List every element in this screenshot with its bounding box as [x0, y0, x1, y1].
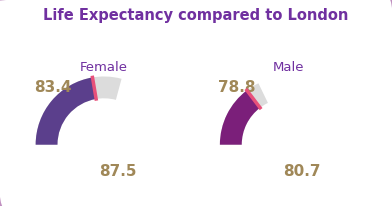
- Wedge shape: [220, 91, 260, 145]
- Wedge shape: [220, 84, 268, 145]
- Wedge shape: [36, 78, 96, 145]
- Text: Female: Female: [80, 60, 128, 73]
- Text: 83.4: 83.4: [34, 80, 71, 95]
- Text: 78.8: 78.8: [218, 80, 256, 95]
- Text: 80.7: 80.7: [283, 163, 321, 178]
- Text: Life Expectancy compared to London: Life Expectancy compared to London: [43, 8, 349, 23]
- Text: Male: Male: [272, 60, 304, 73]
- Wedge shape: [36, 77, 122, 145]
- Text: 87.5: 87.5: [99, 163, 136, 178]
